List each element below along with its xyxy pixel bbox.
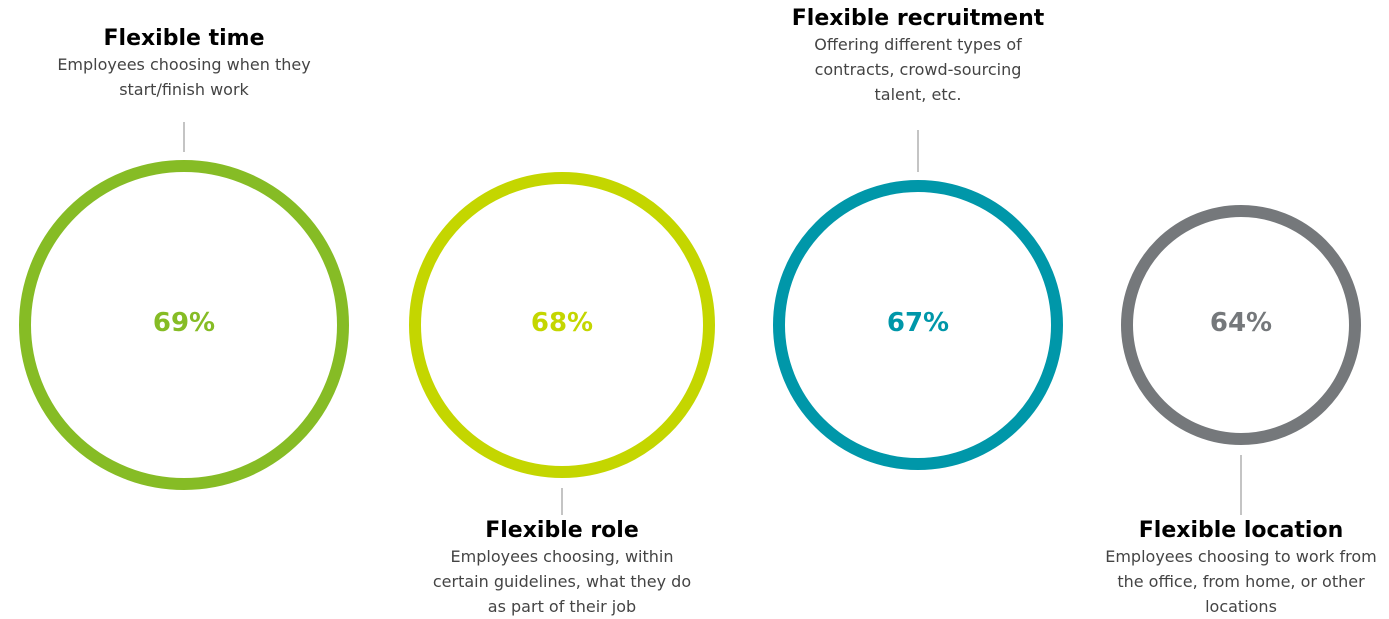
circle-mark [1121,205,1361,445]
value-label: 64% [1209,308,1273,338]
circle-mark [409,172,715,478]
item-description: Employees choosing to work from the offi… [1105,547,1377,616]
item-title: Flexible location [1138,518,1344,543]
circle-mark [773,180,1063,470]
item-title: Flexible role [485,518,639,543]
value-label: 69% [152,308,216,338]
item-title: Flexible recruitment [791,6,1045,31]
item-title: Flexible time [103,26,265,51]
value-label: 67% [886,308,950,338]
item-description: Employees choosing when they start/finis… [57,55,311,99]
circle-mark [19,160,349,490]
item-description: Employees choosing, within certain guide… [432,547,692,616]
value-label: 68% [530,308,594,338]
item-description: Offering different types of contracts, c… [814,35,1022,104]
